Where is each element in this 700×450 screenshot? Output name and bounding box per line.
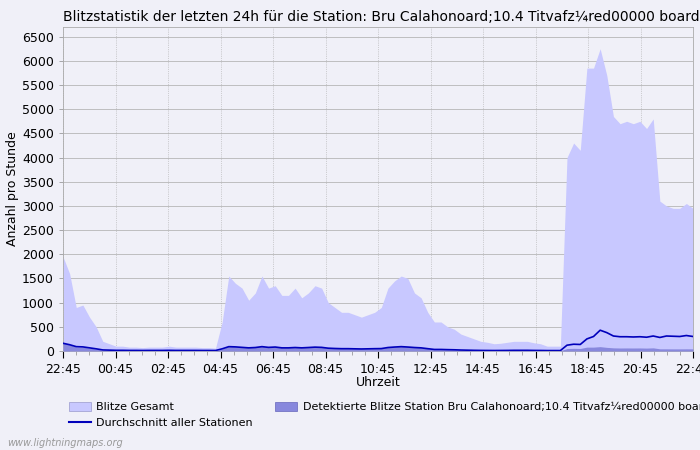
X-axis label: Uhrzeit: Uhrzeit <box>356 376 400 389</box>
Y-axis label: Anzahl pro Stunde: Anzahl pro Stunde <box>6 131 19 247</box>
Text: www.lightningmaps.org: www.lightningmaps.org <box>7 438 122 448</box>
Text: Blitzstatistik der letzten 24h für die Station: Bru Calahonoard;10.4 Titvafz¼red: Blitzstatistik der letzten 24h für die S… <box>63 10 700 24</box>
Legend: Blitze Gesamt, Durchschnitt aller Stationen, Detektierte Blitze Station Bru Cala: Blitze Gesamt, Durchschnitt aller Statio… <box>69 402 700 428</box>
